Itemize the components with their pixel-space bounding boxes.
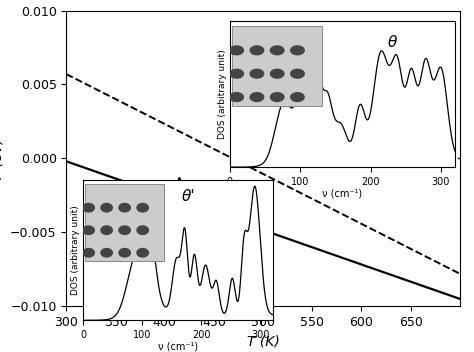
Text: θ: θ (387, 36, 397, 50)
FancyBboxPatch shape (232, 25, 322, 106)
Circle shape (83, 226, 94, 234)
X-axis label: ν (cm⁻¹): ν (cm⁻¹) (158, 341, 198, 351)
Y-axis label: DOS (arbitrary unit): DOS (arbitrary unit) (71, 205, 80, 295)
Circle shape (250, 69, 264, 78)
Circle shape (230, 93, 244, 101)
Circle shape (119, 226, 130, 234)
X-axis label: ν (cm⁻¹): ν (cm⁻¹) (322, 188, 363, 198)
Circle shape (270, 69, 284, 78)
Circle shape (270, 93, 284, 101)
Circle shape (270, 46, 284, 55)
Text: θ': θ' (182, 189, 195, 204)
Circle shape (137, 226, 148, 234)
Circle shape (230, 69, 244, 78)
Y-axis label: DOS (arbitrary unit): DOS (arbitrary unit) (218, 49, 227, 139)
Circle shape (250, 46, 264, 55)
Y-axis label: F (eV): F (eV) (0, 138, 5, 179)
Circle shape (119, 249, 130, 257)
Circle shape (83, 249, 94, 257)
Circle shape (101, 226, 112, 234)
Circle shape (101, 249, 112, 257)
Circle shape (119, 203, 130, 212)
Circle shape (250, 93, 264, 101)
X-axis label: T (K): T (K) (246, 334, 280, 348)
Circle shape (291, 46, 304, 55)
Circle shape (291, 69, 304, 78)
Circle shape (137, 203, 148, 212)
Circle shape (101, 203, 112, 212)
Circle shape (83, 203, 94, 212)
Circle shape (137, 249, 148, 257)
FancyBboxPatch shape (85, 184, 164, 261)
Circle shape (230, 46, 244, 55)
Circle shape (291, 93, 304, 101)
